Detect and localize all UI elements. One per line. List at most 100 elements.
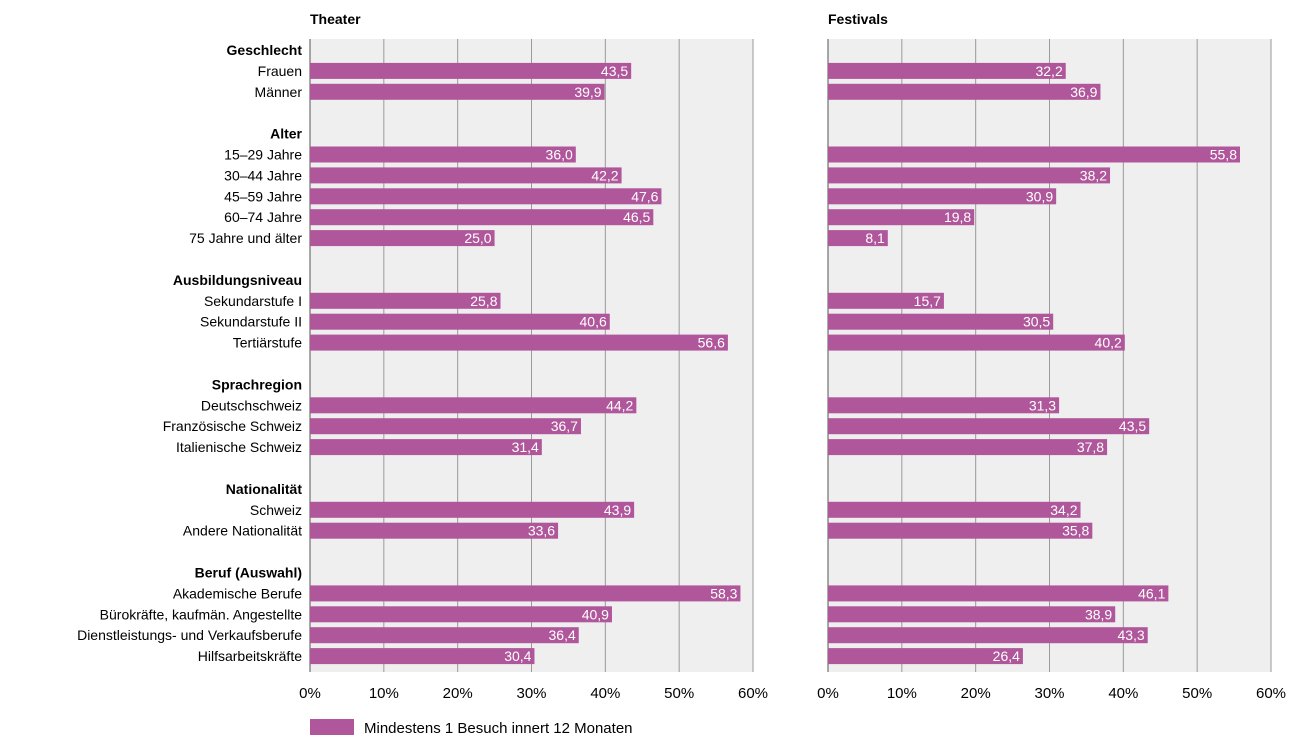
value-label: 36,9 — [1070, 84, 1097, 100]
bar — [828, 585, 1169, 602]
value-label: 40,2 — [1095, 335, 1122, 351]
value-label: 30,5 — [1023, 314, 1050, 330]
bar — [310, 62, 632, 79]
value-label: 19,8 — [944, 209, 971, 225]
value-label: 35,8 — [1062, 523, 1089, 539]
category-label: Italienische Schweiz — [176, 439, 302, 455]
category-label: 60–74 Jahre — [224, 209, 302, 225]
panel-title: Festivals — [828, 11, 888, 27]
value-label: 46,1 — [1138, 585, 1165, 601]
group-label: Sprachregion — [212, 376, 302, 392]
category-label: Männer — [255, 84, 303, 100]
value-label: 30,4 — [504, 648, 531, 664]
bar — [828, 83, 1101, 100]
group-label: Nationalität — [226, 481, 303, 497]
bar — [310, 292, 501, 309]
value-label: 31,4 — [512, 439, 539, 455]
group-label: Ausbildungsniveau — [173, 272, 302, 288]
bar — [828, 146, 1240, 163]
bar — [310, 83, 605, 100]
category-label: Französische Schweiz — [163, 418, 302, 434]
group-label: Alter — [270, 126, 302, 142]
value-label: 32,2 — [1035, 63, 1062, 79]
x-tick-label: 60% — [1256, 685, 1286, 702]
bar — [310, 648, 535, 665]
value-label: 47,6 — [631, 188, 658, 204]
bar — [310, 418, 581, 435]
value-label: 39,9 — [574, 84, 601, 100]
category-label: Dienstleistungs- und Verkaufsberufe — [77, 627, 302, 643]
bar — [828, 292, 944, 309]
value-label: 33,6 — [528, 523, 555, 539]
category-label: Sekundarstufe I — [204, 293, 302, 309]
category-label: 45–59 Jahre — [224, 188, 302, 204]
legend-label: Mindestens 1 Besuch innert 12 Monaten — [364, 720, 633, 737]
x-tick-label: 60% — [738, 685, 768, 702]
panel-title: Theater — [310, 11, 361, 27]
bar — [828, 209, 975, 226]
bar — [310, 188, 662, 205]
value-label: 25,8 — [470, 293, 497, 309]
value-label: 55,8 — [1210, 147, 1237, 163]
value-label: 40,9 — [582, 606, 609, 622]
bar — [828, 501, 1081, 518]
value-label: 44,2 — [606, 397, 633, 413]
value-label: 56,6 — [698, 335, 725, 351]
value-label: 40,6 — [580, 314, 607, 330]
bar — [310, 167, 622, 184]
bar — [828, 606, 1116, 623]
value-label: 43,5 — [1119, 418, 1146, 434]
value-label: 36,7 — [551, 418, 578, 434]
bar — [310, 230, 495, 247]
x-tick-label: 10% — [369, 685, 399, 702]
category-label: Hilfsarbeitskräfte — [198, 648, 302, 664]
value-label: 30,9 — [1026, 188, 1053, 204]
x-tick-label: 0% — [817, 685, 839, 702]
x-tick-label: 20% — [443, 685, 473, 702]
category-label: 30–44 Jahre — [224, 167, 302, 183]
x-tick-label: 20% — [961, 685, 991, 702]
value-label: 31,3 — [1029, 397, 1056, 413]
bar — [828, 439, 1108, 456]
bar — [828, 397, 1060, 414]
value-label: 43,9 — [604, 502, 631, 518]
bar — [310, 397, 637, 414]
category-label: Deutschschweiz — [201, 397, 302, 413]
x-tick-label: 30% — [516, 685, 546, 702]
bar — [828, 62, 1066, 79]
value-label: 15,7 — [914, 293, 941, 309]
value-label: 38,2 — [1080, 167, 1107, 183]
value-label: 46,5 — [623, 209, 650, 225]
x-tick-label: 50% — [1182, 685, 1212, 702]
x-tick-label: 50% — [664, 685, 694, 702]
value-label: 38,9 — [1085, 606, 1112, 622]
value-label: 42,2 — [591, 167, 618, 183]
bar — [828, 334, 1125, 351]
bar — [828, 627, 1148, 644]
category-label: Bürokräfte, kaufmän. Angestellte — [100, 606, 303, 622]
bar — [310, 606, 612, 623]
category-label: Sekundarstufe II — [200, 314, 302, 330]
bar — [828, 313, 1054, 330]
bar — [828, 167, 1111, 184]
value-label: 37,8 — [1077, 439, 1104, 455]
x-tick-label: 30% — [1034, 685, 1064, 702]
bar — [310, 334, 728, 351]
category-label: 75 Jahre und älter — [189, 230, 302, 246]
value-label: 36,4 — [549, 627, 576, 643]
category-label: Schweiz — [250, 502, 302, 518]
x-tick-label: 40% — [1108, 685, 1138, 702]
bar — [828, 522, 1093, 539]
value-label: 26,4 — [993, 648, 1020, 664]
bar — [310, 585, 741, 602]
x-tick-label: 10% — [887, 685, 917, 702]
bar — [310, 313, 610, 330]
value-label: 25,0 — [464, 230, 491, 246]
bar — [310, 522, 559, 539]
bar — [828, 418, 1150, 435]
category-label: Frauen — [258, 63, 302, 79]
bar — [310, 501, 635, 518]
category-label: Akademische Berufe — [173, 585, 302, 601]
x-tick-label: 0% — [299, 685, 321, 702]
